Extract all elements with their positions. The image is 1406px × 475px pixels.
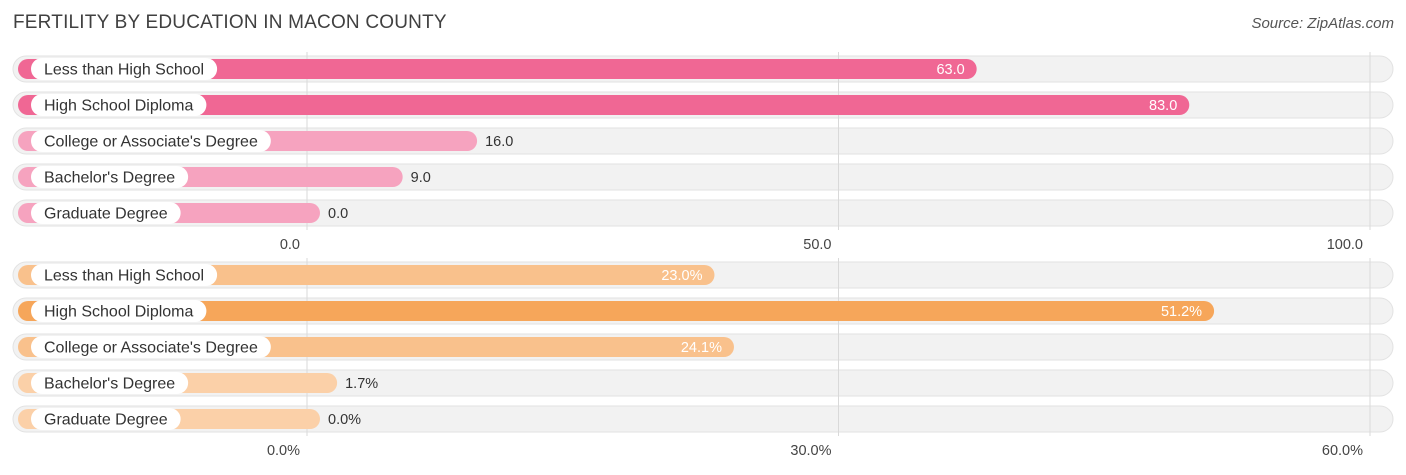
tick-label: 0.0%: [267, 443, 300, 459]
bar: [18, 301, 1215, 321]
category-pill: [31, 408, 181, 430]
source-label: Source: ZipAtlas.com: [1251, 15, 1394, 32]
value-label: 63.0: [936, 62, 964, 78]
row-background: [12, 369, 1394, 397]
bar: [18, 59, 977, 79]
value-label: 0.0: [328, 206, 348, 222]
value-label: 9.0: [411, 170, 431, 186]
value-label: 51.2%: [1161, 304, 1202, 320]
value-label: 0.0%: [328, 412, 361, 428]
category-label: Bachelor's Degree: [44, 376, 175, 393]
category-pill: [31, 264, 218, 286]
chart-panel-1: Less than High School 63.0 High School Dip…: [12, 52, 1394, 253]
value-label: 23.0%: [661, 268, 702, 284]
row-background: [12, 405, 1394, 433]
value-label: 1.7%: [345, 376, 378, 392]
row-background: [12, 199, 1394, 227]
category-pill: [31, 300, 207, 322]
category-label: College or Associate's Degree: [44, 340, 258, 357]
chart-panel-2: Less than High School 23.0% High School Di…: [12, 258, 1394, 459]
category-pill: [31, 94, 207, 116]
category-label: High School Diploma: [44, 98, 194, 115]
category-label: Less than High School: [44, 62, 204, 79]
tick-label: 50.0: [803, 237, 831, 253]
category-pill: [31, 166, 189, 188]
chart-title: FERTILITY BY EDUCATION IN MACON COUNTY: [13, 12, 447, 33]
category-pill: [31, 336, 271, 358]
value-label: 16.0: [485, 134, 513, 150]
value-label: 24.1%: [681, 340, 722, 356]
tick-label: 60.0%: [1322, 443, 1363, 459]
category-pill: [31, 58, 218, 80]
tick-label: 100.0: [1327, 237, 1363, 253]
category-label: High School Diploma: [44, 304, 194, 321]
category-pill: [31, 130, 271, 152]
tick-label: 30.0%: [790, 443, 831, 459]
value-label: 83.0: [1149, 98, 1177, 114]
category-label: Graduate Degree: [44, 412, 168, 429]
category-pill: [31, 372, 189, 394]
bar: [18, 95, 1190, 115]
category-label: Graduate Degree: [44, 206, 168, 223]
category-pill: [31, 202, 181, 224]
category-label: Bachelor's Degree: [44, 170, 175, 187]
category-label: College or Associate's Degree: [44, 134, 258, 151]
category-label: Less than High School: [44, 268, 204, 285]
tick-label: 0.0: [280, 237, 300, 253]
